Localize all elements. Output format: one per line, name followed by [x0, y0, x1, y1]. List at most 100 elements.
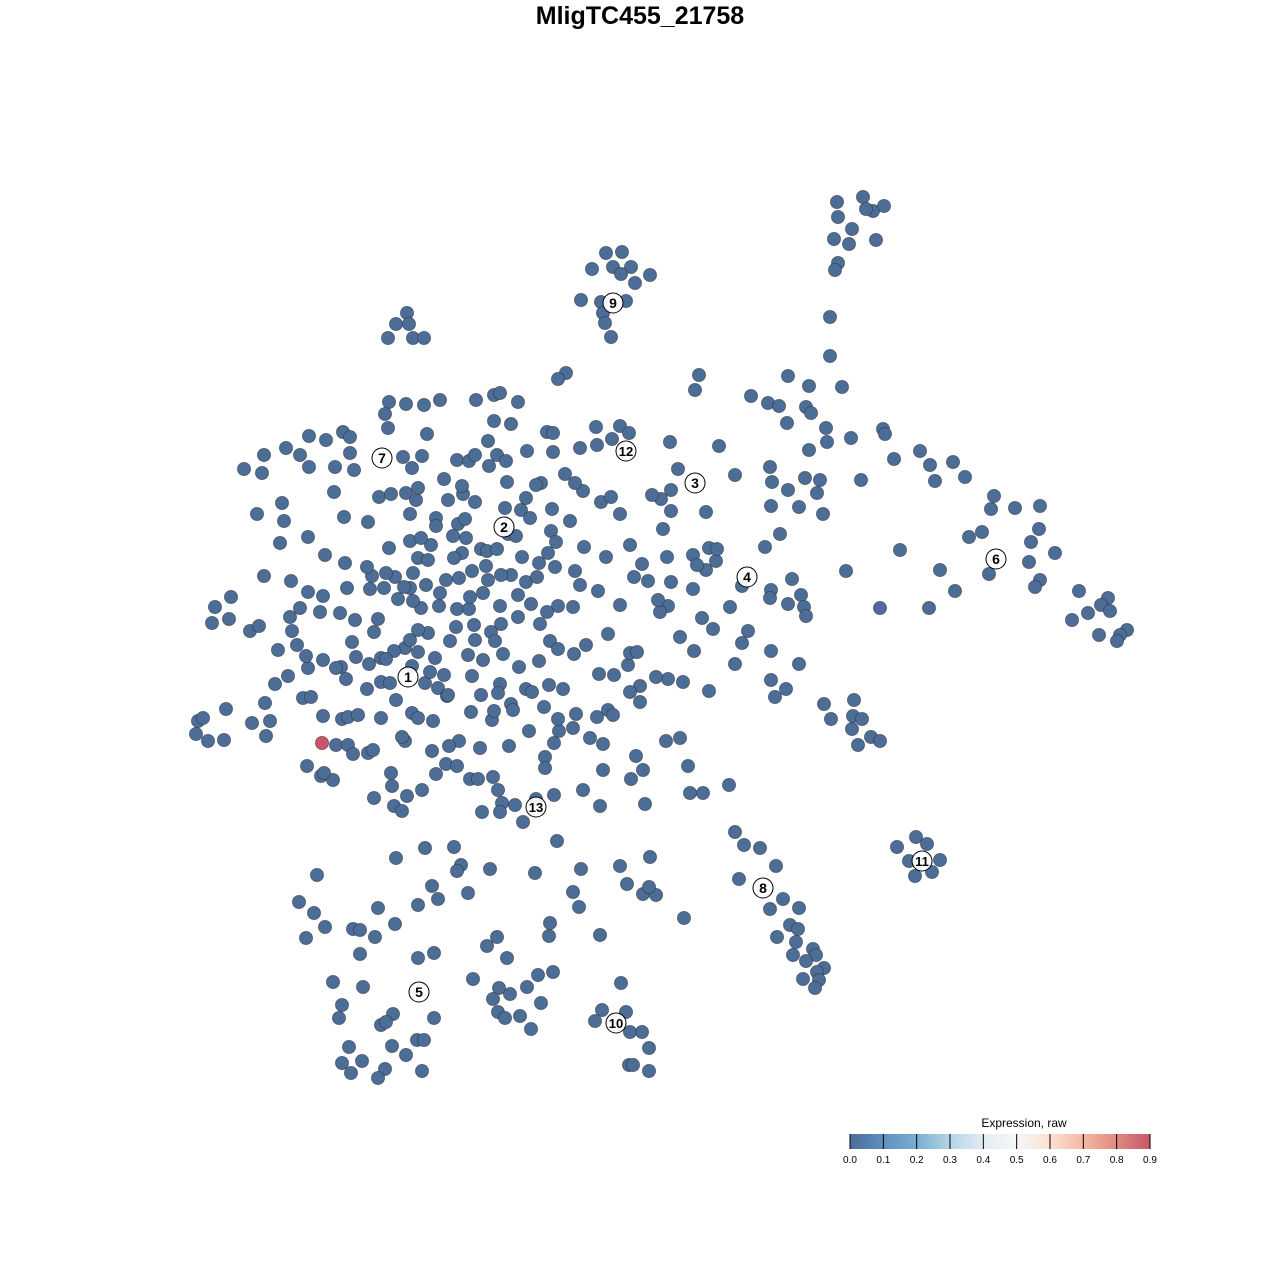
- data-point: [574, 862, 589, 877]
- data-point: [869, 232, 884, 247]
- data-point: [566, 600, 581, 615]
- data-point: [457, 512, 472, 527]
- data-point: [317, 548, 332, 563]
- data-point: [303, 690, 318, 705]
- data-point: [589, 419, 604, 434]
- data-point: [332, 606, 347, 621]
- data-point: [909, 830, 924, 845]
- data-point: [551, 712, 566, 727]
- cluster-label-text: 11: [915, 854, 929, 869]
- data-point: [291, 895, 306, 910]
- data-point: [556, 682, 571, 697]
- data-point: [710, 542, 725, 557]
- data-point: [416, 330, 431, 345]
- data-point: [549, 535, 564, 550]
- data-point: [326, 484, 341, 499]
- data-point: [572, 900, 587, 915]
- data-point: [744, 388, 759, 403]
- data-point: [854, 472, 869, 487]
- data-point: [475, 653, 490, 668]
- data-point: [292, 601, 307, 616]
- data-point: [328, 738, 343, 753]
- cluster-label-12: 12: [615, 440, 637, 462]
- data-point: [221, 612, 236, 627]
- data-point: [394, 730, 409, 745]
- data-point: [798, 470, 813, 485]
- data-point: [347, 613, 362, 628]
- data-point: [472, 741, 487, 756]
- data-point: [538, 761, 553, 776]
- data-point: [780, 415, 795, 430]
- data-point: [764, 498, 779, 513]
- data-point: [512, 660, 527, 675]
- data-point: [732, 872, 747, 887]
- data-point: [873, 734, 888, 749]
- data-point: [458, 531, 473, 546]
- data-point: [712, 438, 727, 453]
- data-point: [204, 616, 219, 631]
- data-point: [300, 585, 315, 600]
- data-point: [188, 727, 203, 742]
- data-point: [505, 703, 520, 718]
- data-point: [390, 592, 405, 607]
- data-point: [958, 469, 973, 484]
- data-point: [627, 570, 642, 585]
- data-point: [690, 558, 705, 573]
- data-point: [1048, 546, 1063, 561]
- data-point: [758, 540, 773, 555]
- data-point: [336, 509, 351, 524]
- data-point: [289, 638, 304, 653]
- data-point: [628, 275, 643, 290]
- data-point: [987, 488, 1002, 503]
- data-point: [366, 625, 381, 640]
- data-point: [551, 642, 566, 657]
- data-point: [475, 586, 490, 601]
- data-point: [772, 398, 787, 413]
- data-point: [878, 426, 893, 441]
- data-point: [568, 564, 583, 579]
- data-point: [695, 611, 710, 626]
- data-point: [510, 394, 525, 409]
- data-point: [487, 634, 502, 649]
- data-point: [480, 433, 495, 448]
- data-point: [449, 602, 464, 617]
- data-point: [299, 759, 314, 774]
- cluster-label-text: 9: [609, 295, 617, 311]
- data-point: [541, 546, 556, 561]
- data-point: [418, 578, 433, 593]
- data-point: [338, 672, 353, 687]
- data-point: [799, 609, 814, 624]
- cluster-label-text: 8: [759, 880, 767, 896]
- data-point: [607, 668, 622, 683]
- data-point: [794, 588, 809, 603]
- data-point: [380, 420, 395, 435]
- data-point: [1103, 604, 1118, 619]
- data-point: [465, 972, 480, 987]
- data-point: [352, 923, 367, 938]
- data-point: [426, 946, 441, 961]
- data-point: [223, 590, 238, 605]
- data-point: [792, 499, 807, 514]
- data-point: [824, 712, 839, 727]
- data-point: [384, 779, 399, 794]
- data-point: [590, 437, 605, 452]
- data-point: [984, 501, 999, 516]
- data-point: [653, 605, 668, 620]
- data-point: [845, 221, 860, 236]
- data-point: [478, 559, 493, 574]
- data-point: [692, 367, 707, 382]
- data-point: [808, 981, 823, 996]
- data-point: [359, 682, 374, 697]
- data-point: [344, 635, 359, 650]
- data-point: [492, 599, 507, 614]
- data-point: [256, 447, 271, 462]
- data-point: [280, 669, 295, 684]
- data-point: [382, 676, 397, 691]
- data-point: [781, 482, 796, 497]
- data-point: [614, 976, 629, 991]
- data-point: [737, 838, 752, 853]
- data-point: [781, 368, 796, 383]
- cluster-label-badge: [736, 566, 758, 588]
- data-point: [728, 467, 743, 482]
- cluster-label-badge: [397, 666, 419, 688]
